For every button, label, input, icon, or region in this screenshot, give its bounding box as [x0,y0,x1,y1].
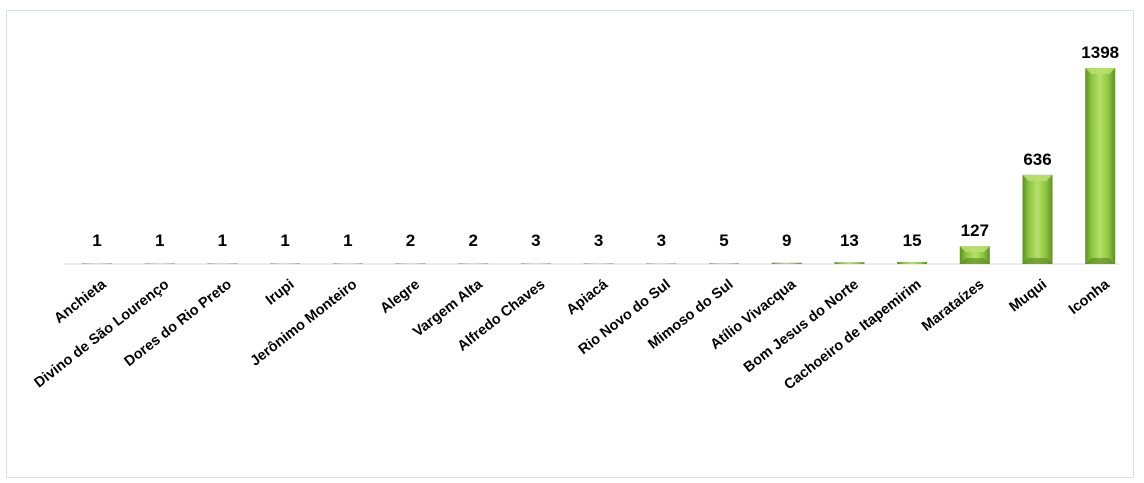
bar [144,263,175,264]
x-tick-label: Muqui [1006,277,1049,316]
x-tick-label: Marataízes [919,277,987,335]
bar [1022,174,1053,264]
data-label: 1398 [1081,43,1119,62]
data-label: 13 [840,231,859,250]
x-tick-label: Dores do Rio Preto [122,276,235,370]
bar [520,263,551,264]
data-label: 1 [280,231,289,250]
bar [458,263,489,264]
bar [207,263,238,264]
data-label: 2 [468,231,477,250]
data-label: 1 [92,231,101,250]
bar [82,263,112,264]
x-tick-label: Alegre [378,277,423,317]
data-label: 1 [155,231,164,250]
bar [1085,68,1116,264]
bar [897,261,928,264]
x-tick-label: Apiacá [564,276,612,318]
bar [646,263,677,264]
bar [583,263,614,264]
data-label: 9 [782,231,791,250]
data-label: 1 [218,231,227,250]
data-label: 2 [406,231,415,250]
x-tick-label: Irupi [263,277,298,309]
data-label: 636 [1023,150,1051,169]
data-label: 3 [531,231,540,250]
data-label: 5 [719,231,728,250]
bar [395,263,426,264]
x-tick-label: Anchieta [51,276,110,327]
data-label: 15 [903,231,922,250]
data-label: 1 [343,231,352,250]
bar [709,263,739,264]
data-label: 127 [961,221,989,240]
bar [959,246,990,264]
x-tick-label: Bom Jesus do Norte [741,277,862,376]
bar [834,262,865,264]
chart-frame: 1 Anchieta 1 Divino de São Lourenço 1 Dores d… [6,10,1134,478]
data-label: 3 [594,231,603,250]
x-tick-label: Jerônimo Monteiro [248,276,361,369]
bar [332,263,363,264]
data-label: 3 [657,231,666,250]
bar [270,263,301,264]
bar [771,262,802,264]
x-tick-label: Iconha [1066,276,1113,318]
